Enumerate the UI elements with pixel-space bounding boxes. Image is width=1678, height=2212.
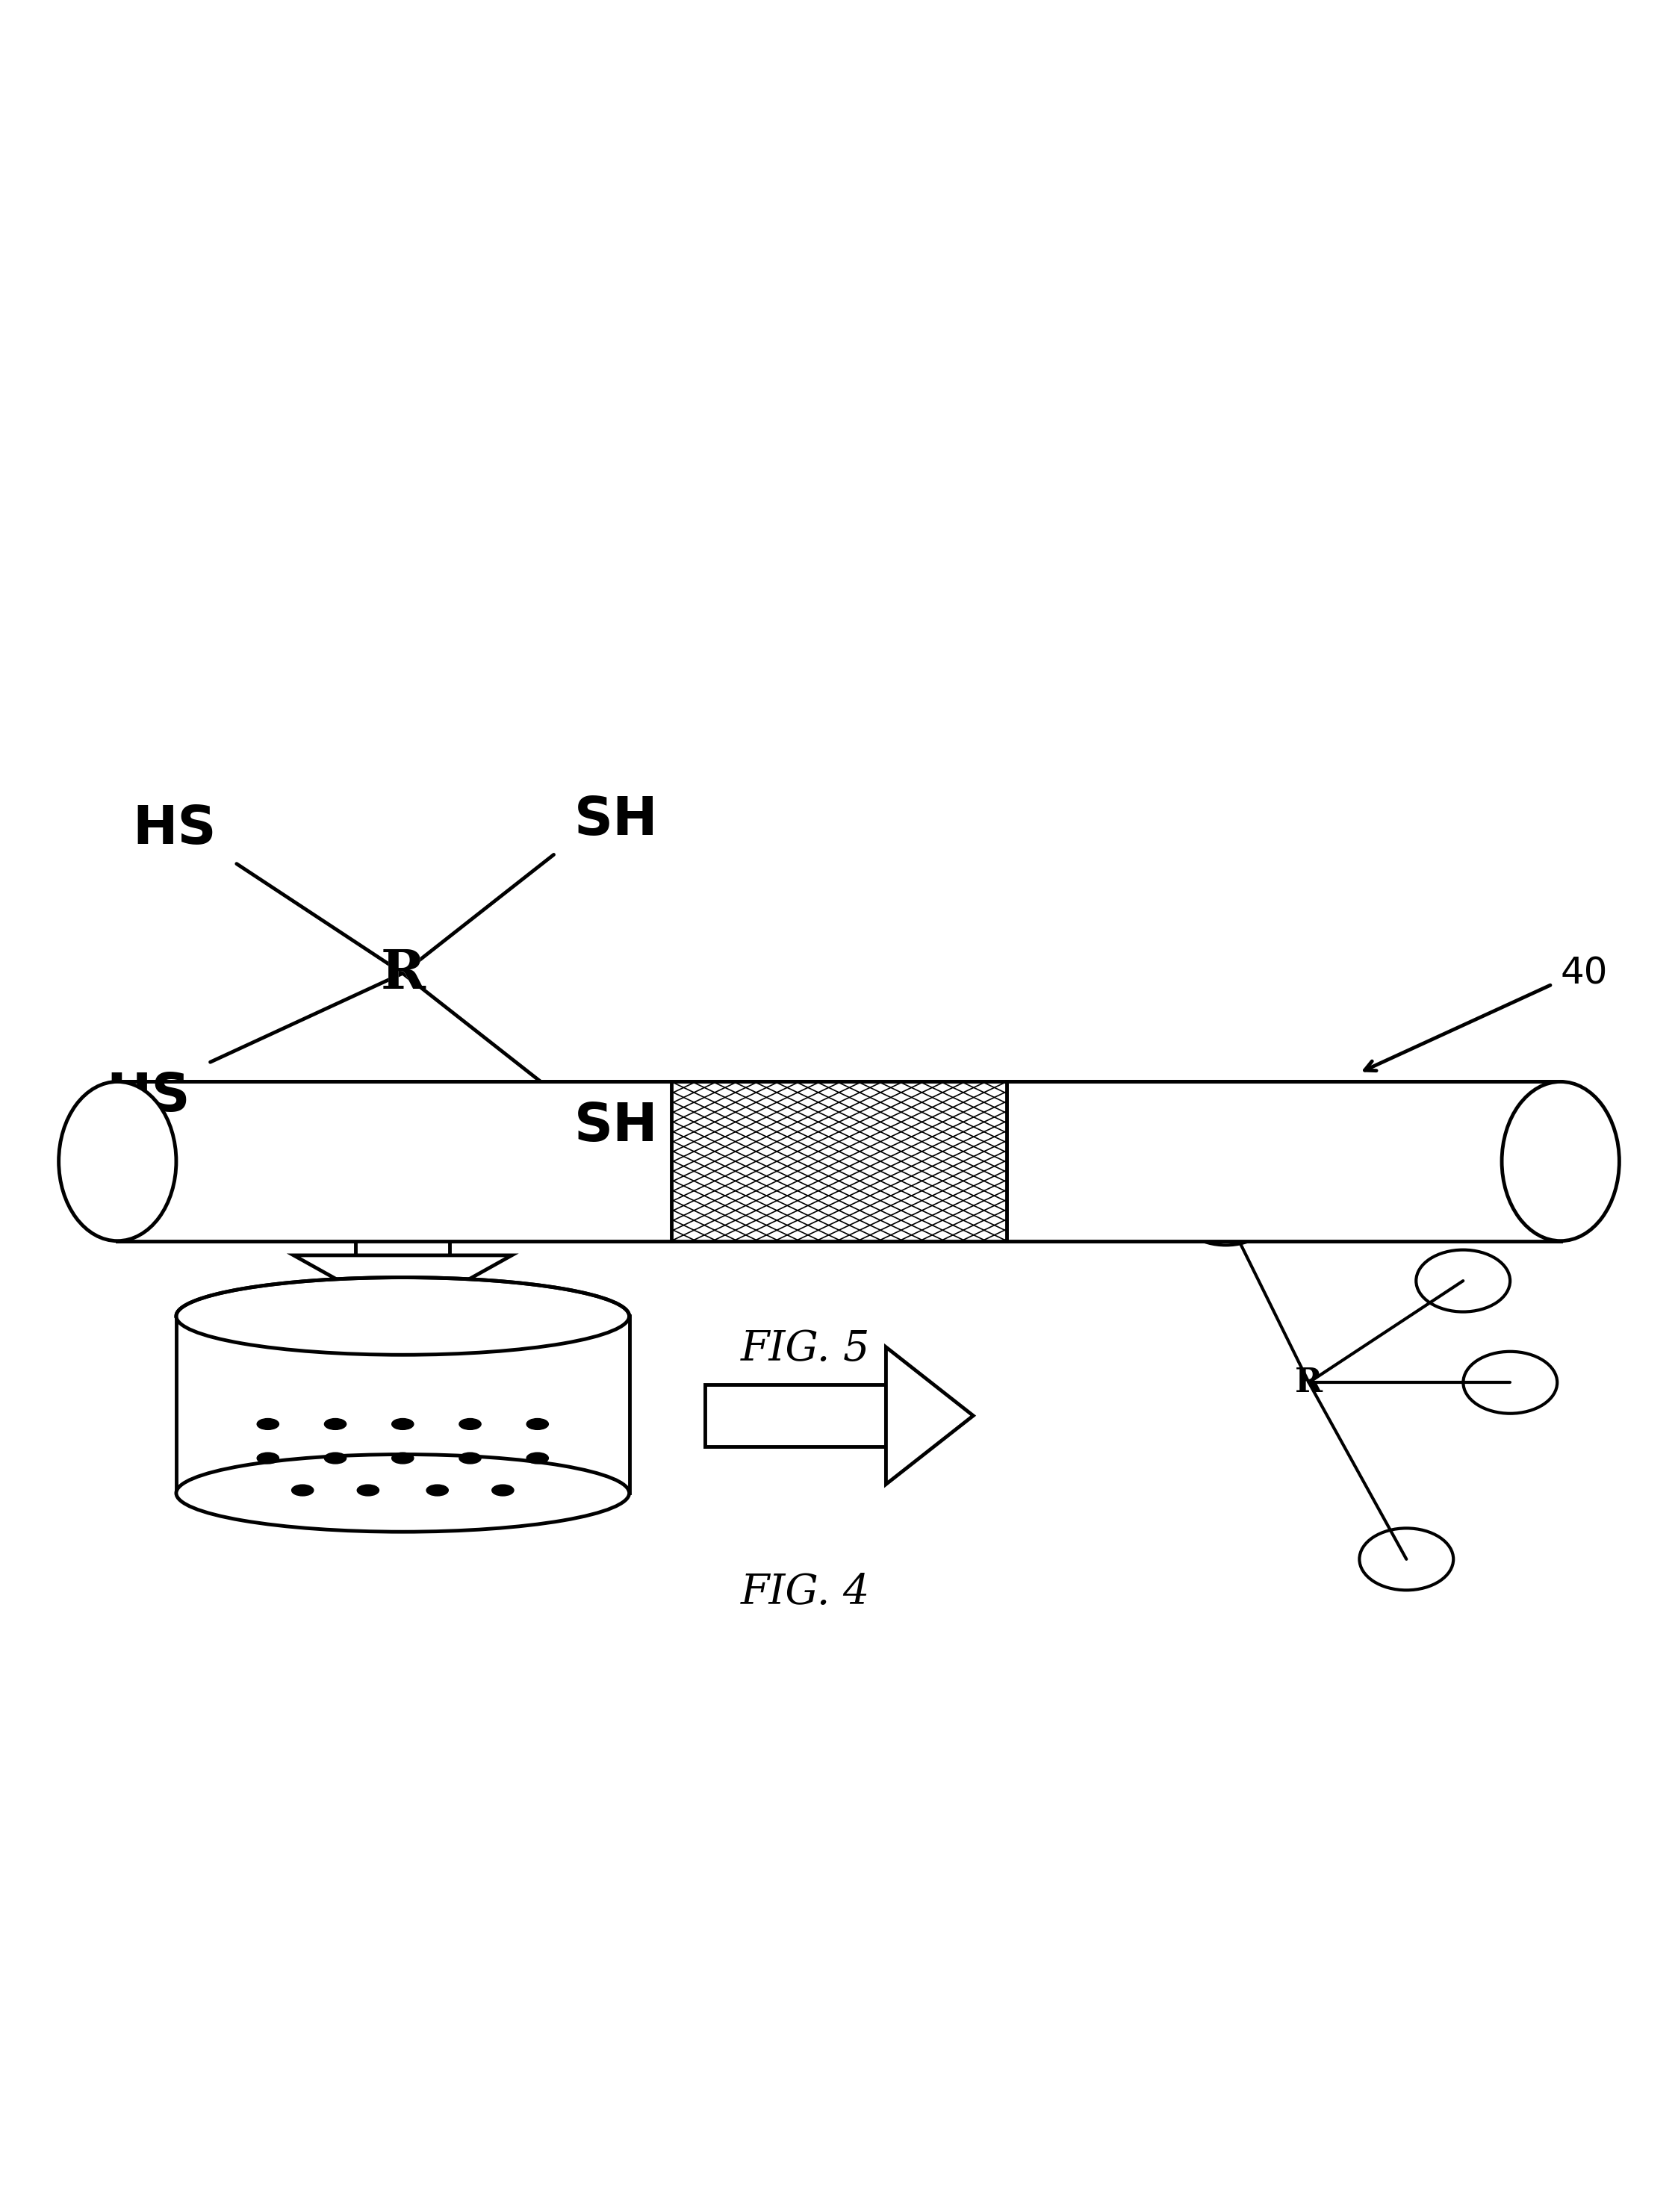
- Text: R: R: [381, 947, 425, 1000]
- Text: HS: HS: [133, 803, 216, 856]
- Ellipse shape: [257, 1453, 279, 1464]
- Ellipse shape: [257, 1418, 279, 1429]
- Ellipse shape: [176, 1279, 629, 1354]
- Ellipse shape: [1502, 1082, 1619, 1241]
- Polygon shape: [705, 1385, 886, 1447]
- Text: 40: 40: [1561, 956, 1608, 991]
- Ellipse shape: [460, 1453, 482, 1464]
- Polygon shape: [671, 1082, 1007, 1241]
- Ellipse shape: [391, 1418, 413, 1429]
- Ellipse shape: [426, 1484, 448, 1495]
- Polygon shape: [294, 1254, 512, 1316]
- Polygon shape: [886, 1347, 973, 1484]
- Text: FIG. 4: FIG. 4: [740, 1573, 871, 1613]
- Ellipse shape: [492, 1484, 513, 1495]
- Text: FIG. 5: FIG. 5: [740, 1329, 871, 1369]
- Ellipse shape: [460, 1418, 482, 1429]
- Circle shape: [1359, 1528, 1453, 1590]
- Ellipse shape: [527, 1418, 549, 1429]
- Polygon shape: [671, 1082, 1007, 1241]
- Ellipse shape: [391, 1453, 413, 1464]
- Text: R: R: [1295, 1367, 1322, 1398]
- Text: SH: SH: [574, 794, 658, 845]
- Circle shape: [1180, 1183, 1274, 1245]
- Ellipse shape: [59, 1082, 176, 1241]
- Ellipse shape: [357, 1484, 379, 1495]
- Text: HS: HS: [106, 1071, 190, 1121]
- Circle shape: [1416, 1250, 1510, 1312]
- Polygon shape: [117, 1082, 1561, 1241]
- Ellipse shape: [324, 1418, 346, 1429]
- Ellipse shape: [176, 1455, 629, 1531]
- Text: R: R: [381, 947, 425, 1000]
- Text: SH: SH: [574, 1102, 658, 1152]
- Polygon shape: [356, 1150, 450, 1254]
- Ellipse shape: [527, 1453, 549, 1464]
- Circle shape: [1463, 1352, 1557, 1413]
- Ellipse shape: [324, 1453, 346, 1464]
- Ellipse shape: [292, 1484, 314, 1495]
